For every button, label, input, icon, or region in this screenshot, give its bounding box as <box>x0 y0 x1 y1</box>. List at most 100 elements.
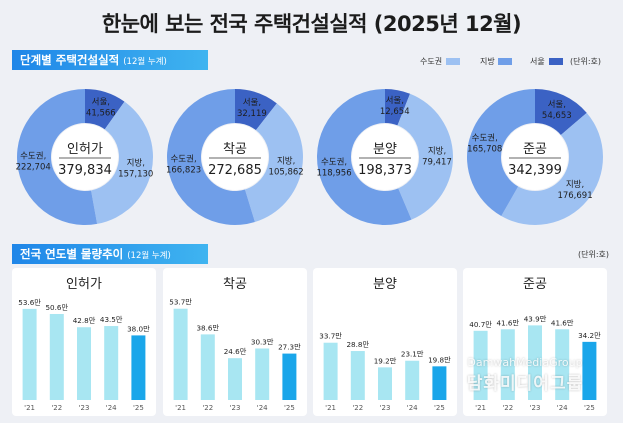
bar <box>282 353 297 400</box>
watermark-ko: 담화미디어그룹 <box>466 374 584 394</box>
bar-value-label: 53.6만 <box>18 298 41 307</box>
section-header-stage: 단계별 주택건설실적 (12월 누계) <box>12 50 208 70</box>
legend-label-local: 지방 <box>480 57 495 66</box>
donut-center-label: 착공 <box>223 142 247 157</box>
donut-center-label: 인허가 <box>67 142 103 157</box>
donut-slice <box>466 89 535 217</box>
slice-label: 수도권, <box>20 151 46 162</box>
bar-value-label: 19.2만 <box>374 356 397 365</box>
donut-center-total: 198,373 <box>358 163 412 178</box>
donut-center-label: 준공 <box>523 142 547 157</box>
bar-value-label: 53.7만 <box>169 298 192 307</box>
legend-swatch-local <box>498 58 512 65</box>
bar-chart-title: 착공 <box>223 277 247 292</box>
bar <box>255 348 270 400</box>
bar-category-label: '21 <box>175 404 186 412</box>
bar <box>473 330 488 400</box>
slice-value: 41,566 <box>86 108 116 118</box>
donut-slice <box>91 101 154 224</box>
watermark: DamwahMediaGroup 담화미디어그룹 <box>440 356 610 394</box>
slice-label: 서울, <box>386 96 404 106</box>
bar-category-label: '25 <box>284 404 295 412</box>
bar-category-label: '22 <box>352 404 363 412</box>
bar-category-label: '23 <box>530 404 541 412</box>
slice-label: 수도권, <box>472 133 498 144</box>
donut-center-total: 272,685 <box>208 163 262 178</box>
donut-slice <box>535 89 587 135</box>
donut-chart-2: 서울,32,119 지방,105,862 수도권,166,823 착공 272,685 <box>166 89 304 225</box>
donut-slice <box>167 89 255 225</box>
bar-category-label: '25 <box>584 404 595 412</box>
section-title: 전국 연도별 물량추이 <box>20 247 124 261</box>
bar <box>405 360 420 400</box>
bar-value-label: 24.6만 <box>224 347 247 356</box>
bar-category-label: '24 <box>106 404 117 412</box>
bar-category-label: '23 <box>380 404 391 412</box>
bar <box>582 341 597 400</box>
donut-slice <box>85 89 125 130</box>
slice-value: 222,704 <box>16 163 51 173</box>
bar-value-label: 43.9만 <box>524 314 547 323</box>
bar-category-label: '21 <box>325 404 336 412</box>
legend-label-capital: 수도권 <box>420 57 443 66</box>
slice-label: 지방, <box>566 179 584 190</box>
bar-chart-title: 준공 <box>523 277 547 292</box>
bar <box>173 308 188 400</box>
slice-value: 157,130 <box>118 169 153 179</box>
bar-chart-4: 준공 40.7만 '21 41.6만 '22 43.9만 '23 41.6만 '24 34.2만 '… <box>469 277 601 412</box>
donut-slice <box>17 89 98 226</box>
bar-category-label: '23 <box>230 404 241 412</box>
donut-slice <box>235 89 277 131</box>
slice-value: 32,119 <box>237 109 267 119</box>
bar <box>200 334 215 400</box>
bar <box>228 358 242 400</box>
slice-value: 105,862 <box>269 167 304 177</box>
bar-chart-3: 분양 33.7만 '21 28.8만 '22 19.2만 '23 23.1만 '24 19.8만 '… <box>319 277 451 412</box>
legend-swatch-seoul <box>549 58 563 65</box>
bar-category-label: '24 <box>257 404 268 412</box>
legend-swatch-capital <box>446 58 460 65</box>
slice-value: 176,691 <box>557 191 592 201</box>
bar-category-label: '22 <box>51 404 62 412</box>
bar-value-label: 38.0만 <box>127 324 150 333</box>
bar-category-label: '21 <box>475 404 486 412</box>
bar-value-label: 43.5만 <box>100 315 123 324</box>
section-subtitle: (12월 누계) <box>127 251 171 261</box>
section-subtitle: (12월 누계) <box>123 57 167 67</box>
bar-chart-title: 인허가 <box>66 277 102 292</box>
slice-label: 수도권, <box>170 154 196 165</box>
bar <box>22 308 37 400</box>
donut-slice <box>385 89 411 126</box>
unit-label: (단위:호) <box>578 250 610 259</box>
bar-category-label: '24 <box>407 404 418 412</box>
bar <box>131 335 146 400</box>
donut-slice <box>501 112 603 226</box>
donut-center-total: 342,399 <box>508 163 562 178</box>
bar <box>378 367 392 400</box>
page-title: 한눈에 보는 전국 주택건설실적 (2025년 12월) <box>101 12 522 36</box>
legend-label-seoul: 서울 <box>530 57 545 66</box>
slice-label: 지방, <box>428 145 446 156</box>
donut-center-label: 분양 <box>373 142 397 157</box>
bar-value-label: 40.7만 <box>469 320 492 329</box>
section-header-trend: 전국 연도별 물량추이 (12월 누계) <box>12 244 208 264</box>
bar-chart-title: 분양 <box>373 277 397 292</box>
bar <box>555 329 570 400</box>
bar <box>323 342 338 400</box>
bar-category-label: '24 <box>557 404 568 412</box>
slice-label: 수도권, <box>321 156 347 167</box>
bar-category-label: '22 <box>502 404 513 412</box>
bar-value-label: 28.8만 <box>346 340 369 349</box>
watermark-en: DamwahMediaGroup <box>467 356 583 369</box>
bar <box>104 326 119 400</box>
bar-value-label: 34.2만 <box>578 331 601 340</box>
donut-chart-4: 서울,54,653 지방,176,691 수도권,165,708 준공 342,399 <box>466 89 603 226</box>
bar-chart-2: 착공 53.7만 '21 38.6만 '22 24.6만 '23 30.3만 '24 27.3만 '… <box>169 277 301 412</box>
bar-category-label: '25 <box>434 404 445 412</box>
bar-value-label: 33.7만 <box>319 332 342 341</box>
donut-chart-3: 서울,12,654 지방,79,417 수도권,118,956 분양 198,373 <box>316 89 453 225</box>
bar-value-label: 41.6만 <box>551 318 574 327</box>
bar <box>500 329 515 400</box>
slice-label: 서울, <box>92 97 110 107</box>
section-title: 단계별 주택건설실적 <box>20 53 120 67</box>
